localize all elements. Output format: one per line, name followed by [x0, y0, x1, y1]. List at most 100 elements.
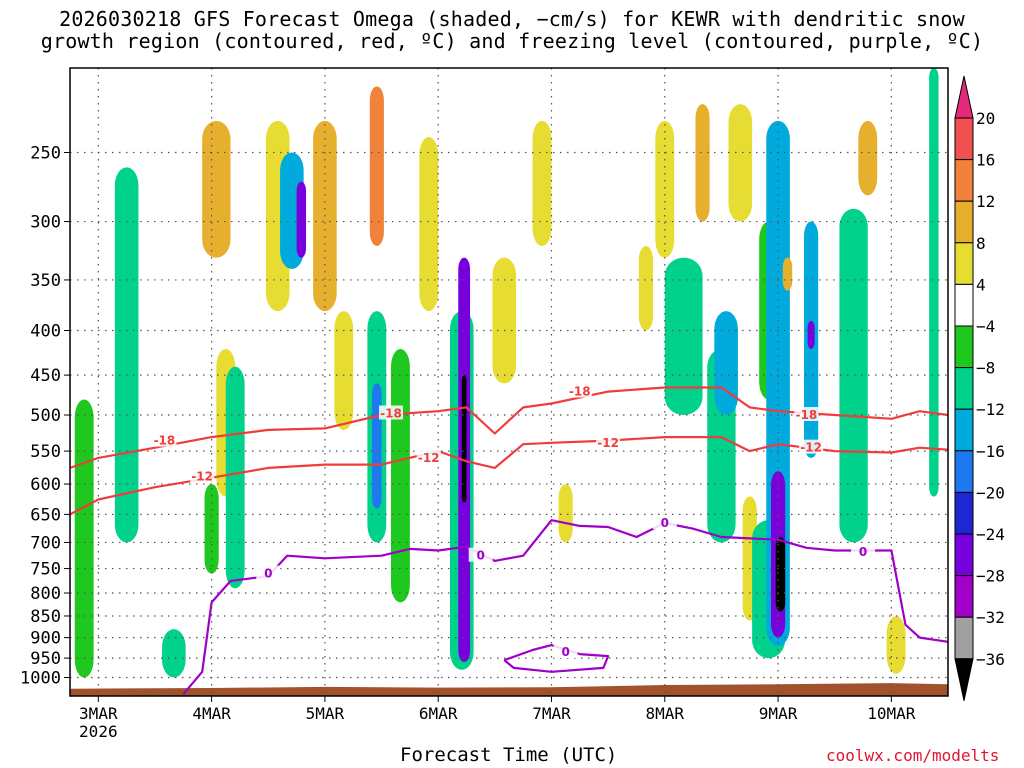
- dsgz-contour-label-bg: [799, 439, 824, 454]
- colorbar-label: −20: [976, 483, 1005, 502]
- x-tick-label: 5MAR: [306, 704, 345, 723]
- omega-shade-cell: [225, 366, 245, 589]
- freezing-contour-label-bg: [553, 644, 578, 659]
- colorbar-bottom-arrow: [954, 658, 974, 701]
- dsgz-contour-label-bg: [378, 405, 403, 420]
- colorbar-bin: [954, 450, 974, 493]
- x-tick-sublabel: 2026: [79, 722, 118, 741]
- omega-shade-cell: [886, 615, 906, 674]
- x-tick-label: 4MAR: [192, 704, 231, 723]
- x-tick-label: 9MAR: [759, 704, 798, 723]
- y-tick-label: 700: [30, 533, 61, 553]
- x-tick-label: 6MAR: [419, 704, 458, 723]
- colorbar-label: 12: [976, 192, 995, 211]
- omega-shade-cell: [74, 399, 94, 678]
- y-tick-label: 800: [30, 584, 61, 604]
- terrain-layer: [70, 683, 948, 696]
- dsgz-contour-label: -18: [796, 408, 818, 422]
- freezing-contour-label-bg: [652, 515, 677, 530]
- freezing-contour-label-bg: [468, 547, 493, 562]
- omega-shade-cell: [461, 375, 467, 503]
- colorbar-bin: [954, 117, 974, 161]
- y-tick-label: 450: [30, 366, 61, 386]
- colorbar-label: −24: [976, 525, 1005, 544]
- y-tick-label: 550: [30, 442, 61, 462]
- colorbar-label: −8: [976, 359, 995, 378]
- colorbar-label: −4: [976, 317, 995, 336]
- y-tick-label: 650: [30, 505, 61, 525]
- freezing-contour-label: 0: [264, 567, 272, 581]
- omega-shade-cell: [296, 181, 307, 258]
- y-tick-label: 400: [30, 322, 61, 342]
- y-tick-label: 250: [30, 144, 61, 164]
- omega-shade-cell: [334, 311, 354, 430]
- chart-title-line-1: 2026030218 GFS Forecast Omega (shaded, −…: [59, 7, 965, 31]
- omega-shade-cell: [728, 104, 753, 222]
- omega-shading-layer: [74, 68, 939, 678]
- y-tick-label: 950: [30, 649, 61, 669]
- colorbar-label: −12: [976, 400, 1005, 419]
- omega-shade-cell: [839, 208, 868, 543]
- dsgz-contour-label-bg: [596, 434, 621, 449]
- colorbar-bin: [954, 325, 974, 369]
- freezing-contour-label-bg: [851, 544, 876, 559]
- colorbar-bin: [954, 616, 974, 660]
- freezing-contour-label: 0: [476, 549, 484, 563]
- freezing-contour-label: 0: [561, 645, 569, 659]
- colorbar-bin: [954, 200, 974, 244]
- colorbar-bin: [954, 491, 974, 535]
- y-axis: 2503003504004505005506006507007508008509…: [20, 144, 70, 689]
- colorbar-bin: [954, 367, 974, 410]
- omega-shade-cell: [419, 137, 439, 312]
- freezing-contour-label: 0: [661, 516, 669, 530]
- omega-shade-cell: [369, 86, 384, 246]
- site-credit: coolwx.com/modelts: [826, 746, 1000, 765]
- omega-shade-cell: [664, 257, 703, 416]
- dsgz-contour-label: -18: [154, 434, 176, 448]
- omega-shade-cell: [492, 257, 517, 384]
- y-tick-label: 300: [30, 213, 61, 233]
- dsgz-contour-label-bg: [567, 383, 592, 398]
- chart-title-line-2: growth region (contoured, red, ºC) and f…: [40, 29, 984, 53]
- dsgz-contour-label-bg: [416, 449, 441, 464]
- omega-shade-cell: [162, 629, 186, 678]
- dsgz-contour-label: -12: [191, 469, 213, 483]
- colorbar-bin: [954, 408, 974, 452]
- dsgz-contour-label: -18: [380, 406, 402, 420]
- y-tick-label: 750: [30, 560, 61, 580]
- dsgz-contour-label: -12: [800, 441, 822, 455]
- dsgz-contour-label: -18: [569, 385, 591, 399]
- terrain-surface: [70, 683, 948, 696]
- omega-shade-cell: [638, 245, 653, 331]
- omega-shade-cell: [775, 536, 786, 612]
- y-tick-label: 500: [30, 406, 61, 426]
- colorbar-label: 8: [976, 234, 986, 253]
- x-tick-label: 8MAR: [646, 704, 685, 723]
- freezing-contour-label-bg: [256, 565, 281, 580]
- omega-shade-cell: [390, 348, 410, 603]
- y-tick-label: 350: [30, 271, 61, 291]
- omega-shade-cell: [695, 104, 710, 222]
- omega-shade-cell: [782, 257, 793, 291]
- colorbar-label: −36: [976, 650, 1005, 669]
- omega-shade-cell: [114, 167, 139, 543]
- dsgz-contour-label-bg: [152, 432, 177, 447]
- freezing-contour: [503, 644, 610, 673]
- x-axis-title: Forecast Time (UTC): [400, 744, 618, 766]
- x-tick-label: 3MAR: [79, 704, 118, 723]
- y-tick-label: 900: [30, 629, 61, 649]
- omega-shade-cell: [929, 68, 939, 497]
- contour-layer: -18 -18 -18 -18 -12 -12 -12 -12 0 0 0 0 0: [70, 383, 948, 695]
- colorbar-label: 16: [976, 151, 995, 170]
- y-tick-label: 600: [30, 475, 61, 495]
- colorbar-bin: [954, 533, 974, 577]
- omega-shade-cell: [202, 120, 231, 258]
- omega-shade-cell: [532, 120, 552, 246]
- chart-title: 2026030218 GFS Forecast Omega (shaded, −…: [0, 8, 1024, 52]
- x-tick-label: 7MAR: [532, 704, 571, 723]
- omega-shade-cell: [858, 120, 878, 196]
- dsgz-contour-label-bg: [190, 468, 215, 483]
- dsgz-contour-label-bg: [794, 407, 819, 422]
